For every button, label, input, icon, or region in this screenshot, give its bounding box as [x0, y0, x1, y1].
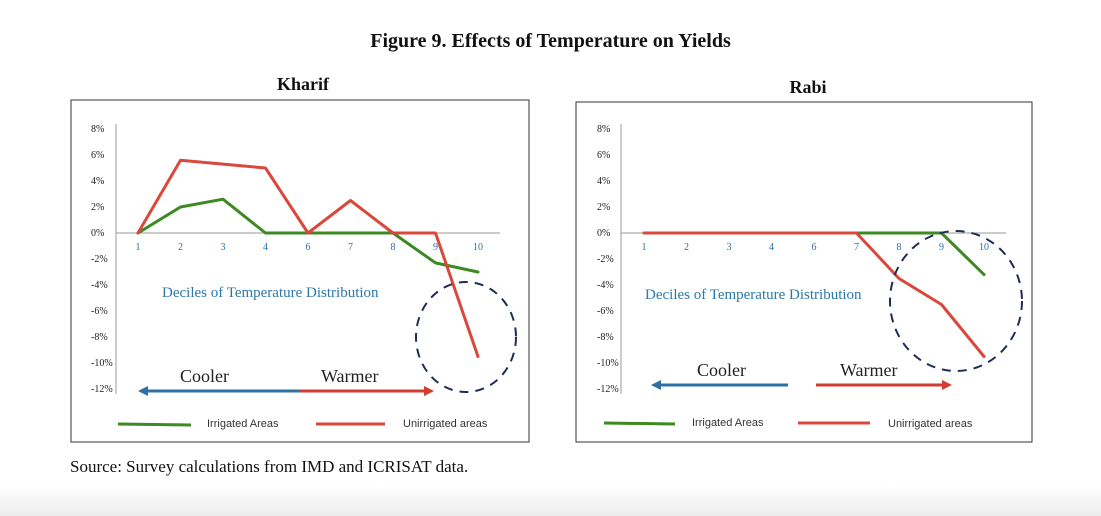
chart-frame: [575, 101, 1033, 443]
x-axis-label: Deciles of Temperature Distribution: [162, 285, 379, 301]
x-tick-label: 10: [979, 242, 989, 253]
y-tick-label: -8%: [597, 332, 614, 343]
x-tick-label: 6: [306, 242, 311, 253]
cooler-arrow-head: [138, 386, 148, 396]
legend-irrigated-label: Irrigated Areas: [692, 417, 764, 429]
legend-irrigated-swatch: [603, 421, 676, 426]
x-tick-label: 3: [221, 242, 226, 253]
x-tick-label: 2: [178, 242, 183, 253]
x-tick-label: 4: [769, 242, 774, 253]
warmer-label: Warmer: [840, 360, 898, 380]
x-tick-label: 9: [433, 242, 438, 253]
highlight-circle: [889, 230, 1023, 372]
y-tick-label: 4%: [91, 176, 104, 187]
cooler-arrow-head: [651, 380, 661, 390]
x-tick-label: 1: [642, 242, 647, 253]
irrigated-series-line: [642, 231, 986, 277]
y-tick-label: -2%: [597, 254, 614, 265]
y-tick-label: 2%: [597, 202, 610, 213]
x-axis-label: Deciles of Temperature Distribution: [645, 287, 862, 303]
legend-irrigated-swatch: [117, 422, 192, 427]
y-tick-label: 8%: [91, 124, 104, 135]
legend-unirrigated-label: Unirrigated areas: [403, 418, 488, 430]
y-tick-label: 6%: [597, 150, 610, 161]
x-tick-label: 10: [473, 242, 483, 253]
y-tick-label: -6%: [597, 306, 614, 317]
y-tick-label: -12%: [597, 384, 619, 395]
y-tick-label: -6%: [91, 306, 108, 317]
y-tick-label: 0%: [597, 228, 610, 239]
x-tick-label: 1: [136, 242, 141, 253]
x-tick-label: 2: [684, 242, 689, 253]
rabi-title: Rabi: [789, 77, 827, 97]
highlight-circle: [415, 281, 517, 393]
legend-irrigated-label: Irrigated Areas: [207, 418, 279, 430]
kharif-title: Kharif: [277, 74, 329, 94]
y-tick-label: -8%: [91, 332, 108, 343]
unirrigated-series-line: [136, 158, 480, 358]
irrigated-series-line: [136, 197, 480, 274]
x-tick-label: 6: [812, 242, 817, 253]
warmer-arrow-head: [942, 380, 952, 390]
x-tick-label: 9: [939, 242, 944, 253]
page-bottom-band: [0, 486, 1101, 516]
source-note: Source: Survey calculations from IMD and…: [70, 457, 469, 476]
figure-title: Figure 9. Effects of Temperature on Yiel…: [370, 30, 731, 52]
cooler-label: Cooler: [697, 360, 746, 380]
y-tick-label: -10%: [597, 358, 619, 369]
y-tick-label: -12%: [91, 384, 113, 395]
x-tick-label: 7: [348, 242, 353, 253]
y-tick-label: -2%: [91, 254, 108, 265]
chart-frame: [70, 99, 530, 443]
y-tick-label: 6%: [91, 150, 104, 161]
legend-unirrigated-label: Unirrigated areas: [888, 418, 973, 430]
x-tick-label: 8: [391, 242, 396, 253]
kharif-chart: 8% 6% 4% 2% 0% -2% -4% -6% -8% -10% -12% 1 2 3 4 6 7 8 9 10…: [70, 99, 530, 443]
x-tick-label: 7: [854, 242, 859, 253]
y-tick-label: -10%: [91, 358, 113, 369]
unirrigated-series-line: [642, 231, 986, 358]
x-tick-label: 4: [263, 242, 268, 253]
x-tick-label: 3: [727, 242, 732, 253]
y-tick-label: 8%: [597, 124, 610, 135]
y-tick-label: -4%: [597, 280, 614, 291]
y-tick-label: -4%: [91, 280, 108, 291]
y-tick-label: 2%: [91, 202, 104, 213]
cooler-label: Cooler: [180, 366, 229, 386]
warmer-label: Warmer: [321, 366, 379, 386]
y-tick-label: 4%: [597, 176, 610, 187]
x-tick-label: 8: [897, 242, 902, 253]
rabi-chart: 8% 6% 4% 2% 0% -2% -4% -6% -8% -10% -12% 1 2 3 4 6 7 8 9 10…: [575, 101, 1033, 443]
y-tick-label: 0%: [91, 228, 104, 239]
warmer-arrow-head: [424, 386, 434, 396]
